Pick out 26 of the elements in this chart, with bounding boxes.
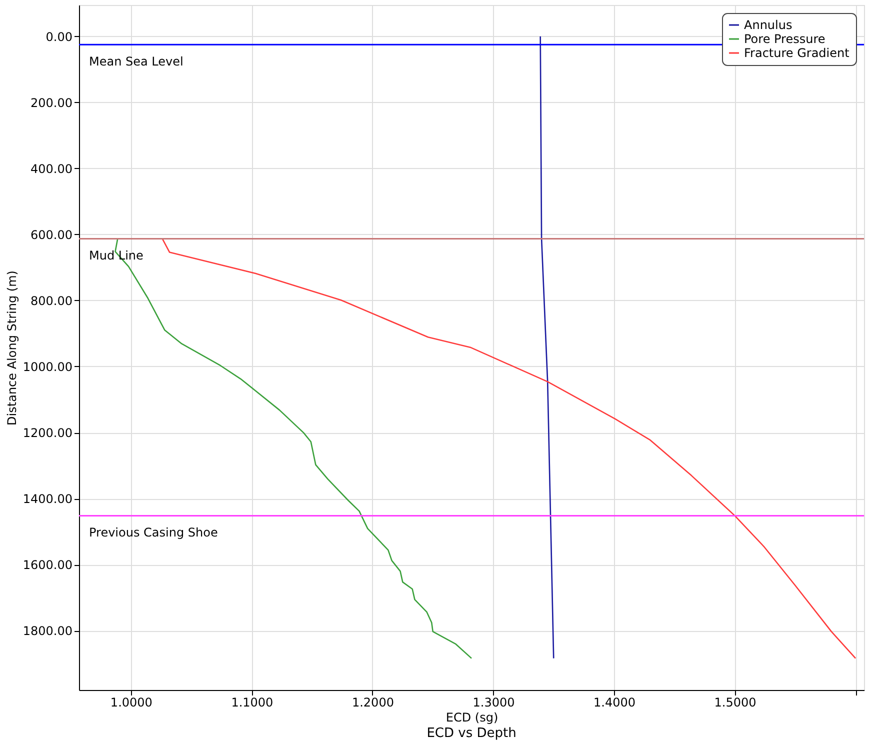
x-tick-label: 1.3000 — [472, 696, 515, 710]
ref-line-label: Previous Casing Shoe — [89, 526, 218, 540]
y-tick-label: 1400.00 — [22, 492, 72, 506]
y-tick-label: 200.00 — [30, 96, 72, 110]
line-series — [540, 36, 554, 659]
y-tick-label: 800.00 — [30, 294, 72, 308]
y-tick-label: 600.00 — [30, 228, 72, 242]
text: ECD vs Depth — [426, 726, 516, 741]
ref-line-label: Mean Sea Level — [89, 54, 184, 69]
legend-label: Annulus — [744, 18, 792, 32]
x-tick-label: 1.4000 — [594, 696, 636, 710]
y-tick-label: 0.00 — [46, 30, 72, 44]
y-tick-label: 400.00 — [30, 162, 72, 176]
x-tick-label: 1.2000 — [352, 696, 394, 710]
x-axis-title: ECD (sg) — [446, 710, 498, 724]
x-tick-label: 1.1000 — [231, 696, 274, 710]
y-tick-label: 1800.00 — [22, 624, 72, 638]
x-tick-label: 1.5000 — [714, 696, 756, 710]
y-tick-label: 1200.00 — [22, 426, 72, 440]
y-tick-label: 1600.00 — [22, 558, 72, 572]
x-tick-label: 1.0000 — [110, 696, 152, 710]
ref-line-label: Mud Line — [89, 248, 144, 263]
legend-label: Fracture Gradient — [744, 46, 850, 60]
legend-label: Pore Pressure — [744, 32, 826, 46]
y-tick-label: 1000.00 — [22, 360, 72, 374]
y-axis-title: Distance Along String (m) — [4, 270, 19, 426]
